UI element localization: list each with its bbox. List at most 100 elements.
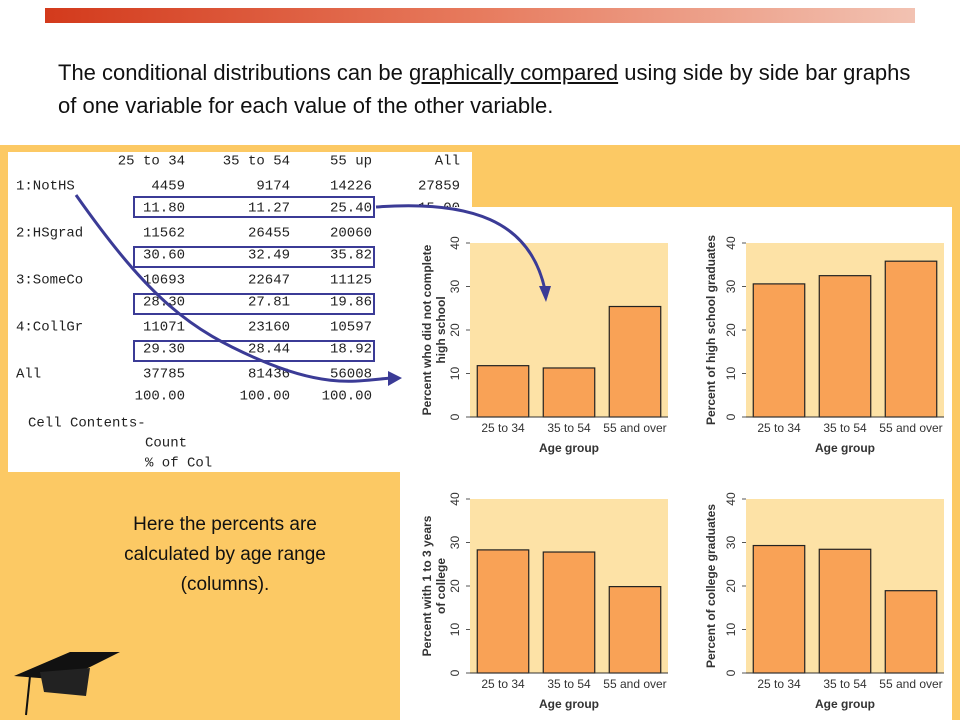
- count-cell: 14226: [330, 179, 372, 195]
- intro-text: The conditional distributions can be gra…: [58, 56, 918, 122]
- count-cell: 23160: [248, 320, 290, 336]
- y-tick-label: 10: [724, 623, 738, 637]
- x-tick-label: 25 to 34: [481, 677, 525, 691]
- y-axis-label: high school: [434, 296, 448, 363]
- bar: [542, 551, 596, 674]
- count-cell: 81436: [248, 367, 290, 383]
- y-tick-label: 0: [724, 669, 738, 676]
- percent-cell: 29.30: [143, 342, 185, 358]
- x-tick-label: 35 to 54: [823, 677, 867, 691]
- y-tick-label: 0: [724, 413, 738, 420]
- y-tick-label: 20: [724, 323, 738, 337]
- y-tick-label: 30: [448, 280, 462, 294]
- count-cell: 10597: [330, 320, 372, 336]
- x-tick-label: 35 to 54: [823, 421, 867, 435]
- intro-underlined: graphically compared: [409, 60, 619, 85]
- count-cell: 22647: [248, 273, 290, 289]
- intro-part: The conditional distributions can be: [58, 60, 409, 85]
- x-axis-label: Age group: [815, 697, 875, 711]
- count-cell: 4459: [151, 179, 185, 195]
- bar: [752, 283, 806, 418]
- bar: [608, 305, 662, 418]
- percent-cell: 28.44: [248, 342, 290, 358]
- x-tick-label: 35 to 54: [547, 421, 591, 435]
- bar: [884, 590, 938, 674]
- footer-text: Cell Contents-: [28, 416, 146, 432]
- percent-cell: 100.00: [240, 389, 290, 405]
- row-label: All: [16, 367, 41, 383]
- footer-text: % of Col: [145, 456, 212, 472]
- percent-cell: 30.60: [143, 248, 185, 264]
- y-axis-label: Percent with 1 to 3 years: [420, 515, 434, 656]
- column-header: All: [435, 154, 460, 170]
- percent-cell: 19.86: [330, 295, 372, 311]
- x-tick-label: 55 and over: [603, 421, 666, 435]
- x-tick-label: 25 to 34: [757, 677, 801, 691]
- y-tick-label: 30: [448, 536, 462, 550]
- x-tick-label: 25 to 34: [481, 421, 525, 435]
- x-tick-label: 55 and over: [879, 677, 942, 691]
- percent-cell: 25.40: [330, 201, 372, 217]
- count-cell: 26455: [248, 226, 290, 242]
- count-cell: 11562: [143, 226, 185, 242]
- y-tick-label: 40: [448, 492, 462, 506]
- footer-text: Count: [145, 436, 187, 452]
- percent-cell: 32.49: [248, 248, 290, 264]
- chart: 0 10 20 30 40 Percent of high school graduate…: [704, 235, 944, 455]
- bar: [542, 367, 596, 418]
- bar: [476, 365, 530, 418]
- x-tick-label: 55 and over: [879, 421, 942, 435]
- count-cell: 11125: [330, 273, 372, 289]
- charts-panel: 0 10 20 30 40 Percent who did not complete hig…: [400, 207, 952, 720]
- row-label: 1:NotHS: [16, 179, 75, 195]
- y-tick-label: 10: [448, 623, 462, 637]
- header-bar: [45, 8, 915, 23]
- y-tick-label: 30: [724, 280, 738, 294]
- percent-cell: 11.80: [143, 201, 185, 217]
- y-tick-label: 20: [448, 579, 462, 593]
- bar: [752, 544, 806, 674]
- caption: Here the percents are calculated by age …: [124, 514, 326, 595]
- column-header: 35 to 54: [223, 154, 290, 170]
- percent-cell: 27.81: [248, 295, 290, 311]
- percent-cell: 11.27: [248, 201, 290, 217]
- row-label: 3:SomeCo: [16, 273, 83, 289]
- percent-cell: 35.82: [330, 248, 372, 264]
- y-tick-label: 40: [724, 492, 738, 506]
- row-label: 2:HSgrad: [16, 226, 83, 242]
- y-tick-label: 20: [448, 323, 462, 337]
- y-tick-label: 20: [724, 579, 738, 593]
- x-axis-label: Age group: [539, 441, 599, 455]
- y-axis-label: Percent who did not complete: [420, 244, 434, 415]
- count-cell: 11071: [143, 320, 185, 336]
- intro-part: using side by side bar graphs of one var…: [58, 60, 911, 118]
- count-cell: 20060: [330, 226, 372, 242]
- x-tick-label: 25 to 34: [757, 421, 801, 435]
- x-axis-label: Age group: [539, 697, 599, 711]
- chart: 0 10 20 30 40 Percent with 1 to 3 years of col…: [420, 492, 668, 711]
- count-cell: 56008: [330, 367, 372, 383]
- count-cell: 10693: [143, 273, 185, 289]
- y-tick-label: 10: [448, 367, 462, 381]
- bar: [476, 549, 530, 674]
- chart: 0 10 20 30 40 Percent who did not complete hig…: [420, 236, 668, 455]
- bar: [818, 275, 872, 418]
- y-axis-label: Percent of college graduates: [704, 504, 718, 668]
- x-axis-label: Age group: [815, 441, 875, 455]
- bar: [818, 548, 872, 674]
- percent-cell: 18.92: [330, 342, 372, 358]
- row-label: 4:CollGr: [16, 320, 83, 336]
- chart: 0 10 20 30 40 Percent of college graduates 25 …: [704, 492, 944, 711]
- y-tick-label: 10: [724, 367, 738, 381]
- percent-cell: 28.30: [143, 295, 185, 311]
- y-axis-label: Percent of high school graduates: [704, 235, 718, 425]
- y-tick-label: 40: [448, 236, 462, 250]
- x-tick-label: 35 to 54: [547, 677, 591, 691]
- y-tick-label: 0: [448, 669, 462, 676]
- column-header: 55 up: [330, 154, 372, 170]
- bar: [608, 586, 662, 674]
- column-header: 25 to 34: [118, 154, 185, 170]
- y-tick-label: 40: [724, 236, 738, 250]
- count-cell: 37785: [143, 367, 185, 383]
